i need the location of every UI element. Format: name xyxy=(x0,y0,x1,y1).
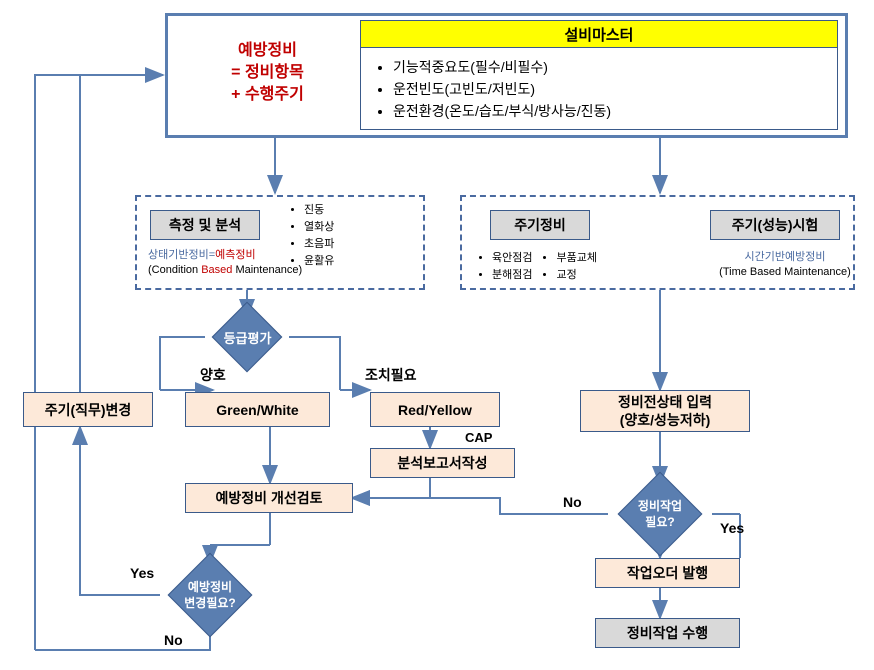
tbm-bullets: 육안점검 분해점검 부품교체 교정 xyxy=(478,250,597,284)
pm-review-box: 예방정비 개선검토 xyxy=(185,483,353,513)
decision-maint-needed-label: 정비작업 필요? xyxy=(610,493,710,535)
label-ok: 양호 xyxy=(200,365,226,385)
cap-label: CAP xyxy=(465,430,492,445)
header-left-text: 예방정비 = 정비항목 + 수행주기 xyxy=(185,40,350,106)
pre-status-box: 정비전상태 입력 (양호/성능저하) xyxy=(580,390,750,432)
red-yellow-box: Red/Yellow xyxy=(370,392,500,427)
equipment-master-title: 설비마스터 xyxy=(360,20,838,48)
decision3-yes: Yes xyxy=(720,520,744,536)
decision3-no: No xyxy=(563,494,582,510)
tbm-title1: 주기정비 xyxy=(490,210,590,240)
decision-grade-eval-label: 등급평가 xyxy=(200,322,295,352)
equipment-master-bullets: 기능적중요도(필수/비필수) 운전빈도(고빈도/저빈도) 운전환경(온도/습도/… xyxy=(360,48,838,130)
work-order-box: 작업오더 발행 xyxy=(595,558,740,588)
decision-pm-change-label: 예방정비 변경필요? xyxy=(160,574,260,616)
do-maintenance-box: 정비작업 수행 xyxy=(595,618,740,648)
label-action-needed: 조치필요 xyxy=(365,365,417,385)
tbm-subtitle: 시간기반예방정비 (Time Based Maintenance) xyxy=(715,250,855,280)
analysis-report-box: 분석보고서작성 xyxy=(370,448,515,478)
cbm-title: 측정 및 분석 xyxy=(150,210,260,240)
decision2-no: No xyxy=(164,632,183,648)
cbm-bullets: 진동 열화상 초음파 윤활유 xyxy=(290,202,334,270)
decision2-yes: Yes xyxy=(130,565,154,581)
tbm-title2: 주기(성능)시험 xyxy=(710,210,840,240)
cycle-change-box: 주기(직무)변경 xyxy=(23,392,153,427)
flowchart-canvas: 예방정비 = 정비항목 + 수행주기 설비마스터 기능적중요도(필수/비필수) … xyxy=(0,0,874,670)
green-white-box: Green/White xyxy=(185,392,330,427)
